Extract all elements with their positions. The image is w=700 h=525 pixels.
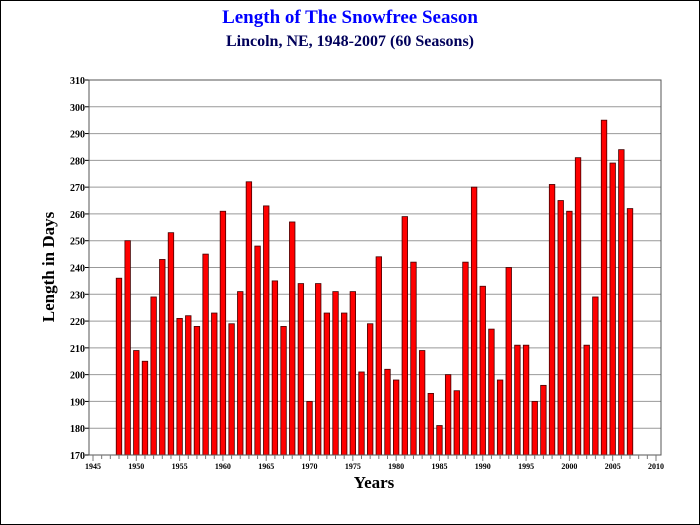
y-tick-label: 170 — [70, 451, 85, 462]
bar-2000: 2000: 261 — [566, 210, 573, 456]
bar-1950: 1950: 209 — [133, 350, 140, 456]
bar-1994: 1994: 211 — [514, 344, 521, 456]
bar-1985: 1985: 181 — [436, 425, 443, 456]
y-tick-label: 190 — [70, 397, 85, 408]
bar-1980: 1980: 198 — [393, 379, 400, 456]
bar-1970: 1970: 190 — [306, 401, 313, 456]
bar-1992: 1992: 198 — [496, 379, 504, 456]
y-tick-label: 240 — [70, 264, 85, 275]
bar-1965: 1965: 263 — [263, 205, 270, 456]
bar-1967: 1967: 218 — [280, 326, 287, 456]
bar-1955: 1955: 221 — [176, 317, 183, 456]
y-axis-label: Length in Days — [39, 211, 58, 322]
x-tick-label: 2010 — [648, 462, 664, 471]
bar-1963: 1963: 272 — [245, 181, 253, 456]
x-tick-label: 1985 — [431, 462, 447, 471]
bar-1981: 1981: 259 — [401, 216, 408, 456]
bar-1952: 1952: 229 — [150, 296, 157, 456]
bar-1964: 1964: 248 — [254, 245, 261, 456]
bar-2006: 2006: 284 — [618, 149, 625, 456]
x-tick-label: 1945 — [85, 462, 101, 471]
y-tick-label: 270 — [70, 183, 85, 194]
y-tick-label: 310 — [70, 76, 85, 87]
bar-1948: 1948: 236 — [115, 277, 123, 456]
y-tick-label: 180 — [70, 424, 85, 435]
y-tick-label: 250 — [70, 237, 85, 248]
bar-2004: 2004: 295 — [600, 119, 608, 456]
x-tick-label: 1990 — [475, 462, 491, 471]
bar-1954: 1954: 253 — [167, 232, 175, 456]
y-tick-label: 260 — [70, 210, 85, 221]
y-tick-label: 210 — [70, 344, 85, 355]
bar-1966: 1966: 235 — [271, 280, 279, 456]
bar-1951: 1951: 205 — [141, 360, 149, 456]
bar-1978: 1978: 244 — [375, 256, 382, 456]
bar-2003: 2003: 229 — [592, 296, 599, 456]
bar-1973: 1973: 231 — [332, 291, 339, 456]
bar-2005: 2005: 279 — [609, 162, 616, 456]
bar-1962: 1962: 231 — [237, 291, 244, 456]
plot-area-border — [88, 79, 662, 456]
bar-1982: 1982: 242 — [410, 261, 417, 456]
bar-1999: 1999: 265 — [557, 200, 564, 456]
bar-1983: 1983: 209 — [418, 350, 426, 456]
bar-1987: 1987: 194 — [453, 390, 460, 456]
bar-1961: 1961: 219 — [228, 323, 235, 456]
x-tick-label: 1950 — [128, 462, 144, 471]
bar-1971: 1971: 234 — [315, 283, 322, 456]
x-tick-label: 1960 — [215, 462, 231, 471]
bar-1976: 1976: 201 — [358, 371, 365, 456]
bar-1958: 1958: 245 — [202, 253, 209, 456]
bar-1996: 1996: 190 — [531, 401, 538, 456]
chart-subtitle: Lincoln, NE, 1948-2007 (60 Seasons) — [225, 33, 475, 50]
bar-1977: 1977: 219 — [367, 323, 374, 456]
bar-1972: 1972: 223 — [323, 312, 331, 456]
bar-1993: 1993: 240 — [505, 267, 512, 456]
bar-1979: 1979: 202 — [384, 368, 391, 456]
x-tick-label: 1955 — [172, 462, 188, 471]
x-tick-label: 1965 — [258, 462, 274, 471]
x-tick-label: 2000 — [561, 462, 577, 471]
bar-1998: 1998: 271 — [548, 184, 556, 456]
bar-2007: 2007: 262 — [626, 208, 634, 456]
bar-1957: 1957: 218 — [193, 326, 201, 456]
bar-1986: 1986: 200 — [444, 374, 452, 456]
y-tick-label: 200 — [70, 371, 85, 382]
y-tick-label: 300 — [70, 103, 85, 114]
bar-2001: 2001: 281 — [574, 157, 582, 456]
y-tick-label: 280 — [70, 156, 85, 167]
bar-1997: 1997: 196 — [540, 384, 547, 456]
x-tick-label: 1980 — [388, 462, 404, 471]
y-tick-label: 220 — [70, 317, 85, 328]
bar-1956: 1956: 222 — [185, 315, 192, 456]
bar-1969: 1969: 234 — [297, 283, 305, 456]
bar-1989: 1989: 270 — [470, 186, 478, 456]
bar-1990: 1990: 233 — [479, 285, 486, 456]
bar-1968: 1968: 257 — [289, 221, 296, 456]
bar-1959: 1959: 223 — [211, 312, 218, 456]
bar-1953: 1953: 243 — [159, 259, 166, 456]
bar-1984: 1984: 193 — [427, 392, 434, 456]
bar-1991: 1991: 217 — [488, 328, 495, 456]
x-axis-label: Years — [354, 473, 395, 492]
y-tick-label: 230 — [70, 290, 85, 301]
bar-1995: 1995: 211 — [522, 344, 530, 456]
x-tick-label: 2005 — [605, 462, 621, 471]
bar-1960: 1960: 261 — [219, 210, 227, 456]
y-tick-label: 290 — [70, 130, 85, 141]
bar-1949: 1949: 250 — [124, 240, 131, 456]
x-tick-label: 1975 — [345, 462, 361, 471]
bar-1974: 1974: 223 — [341, 312, 348, 456]
bar-1988: 1988: 242 — [462, 261, 469, 456]
chart-title: Length of The Snowfree Season — [222, 7, 478, 28]
x-tick-label: 1995 — [518, 462, 534, 471]
x-tick-label: 1970 — [302, 462, 318, 471]
bar-1975: 1975: 231 — [349, 291, 356, 456]
